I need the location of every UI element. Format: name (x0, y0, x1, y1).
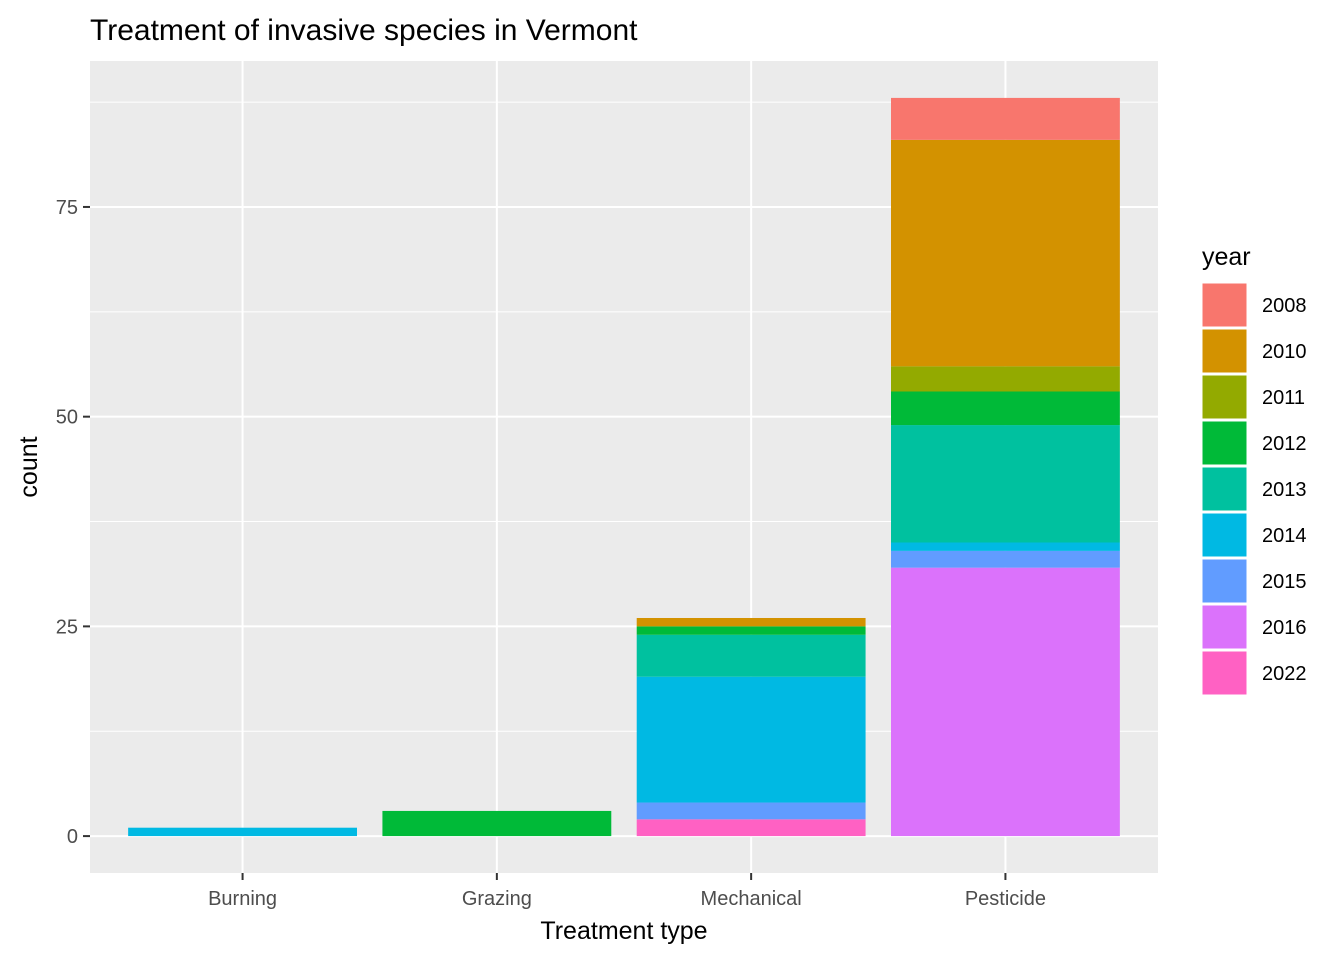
bar-segment-mechanical-2015 (636, 802, 866, 820)
legend-key-2008 (1201, 282, 1248, 328)
x-axis-title: Treatment type (540, 917, 707, 945)
legend-label-2015: 2015 (1262, 571, 1307, 593)
bar-segment-pesticide-2016 (891, 567, 1120, 837)
legend-label-2016: 2016 (1262, 617, 1307, 639)
bar-segment-grazing-2012 (382, 810, 612, 837)
x-tick-label: Pesticide (965, 888, 1046, 910)
y-tick-label: 50 (56, 407, 78, 429)
bar-stacks (128, 97, 1120, 837)
bar-segment-mechanical-2013 (636, 634, 866, 677)
bar-segment-pesticide-2013 (891, 425, 1120, 543)
bar-segment-pesticide-2014 (891, 542, 1120, 551)
y-tick-label: 75 (56, 197, 78, 219)
legend-title: year (1202, 243, 1251, 271)
bar-segment-pesticide-2008 (891, 97, 1120, 140)
legend-key-2013 (1201, 466, 1248, 512)
legend-key-2015 (1201, 558, 1248, 604)
bar-segment-pesticide-2011 (891, 366, 1120, 392)
bar-segment-pesticide-2012 (891, 391, 1120, 426)
legend-label-2008: 2008 (1262, 295, 1307, 317)
y-axis-title: count (15, 436, 43, 497)
x-tick-label: Mechanical (701, 888, 802, 910)
legend-label-2014: 2014 (1262, 525, 1307, 547)
y-tick-label: 0 (67, 826, 78, 848)
legend-key-2011 (1201, 374, 1248, 420)
bar-segment-mechanical-2012 (636, 626, 866, 635)
legend-key-2022 (1201, 650, 1248, 696)
bar-segment-mechanical-2010 (636, 617, 866, 627)
bar-segment-burning-2014 (128, 827, 357, 837)
legend-label-2022: 2022 (1262, 663, 1307, 685)
bar-segment-mechanical-2022 (636, 819, 866, 837)
y-axis: 0 25 50 75 (56, 197, 90, 848)
bar-segment-pesticide-2010 (891, 139, 1120, 367)
legend: year 2008 2010 2011 2012 2013 2014 2015 2016 202… (1201, 243, 1307, 696)
x-tick-label: Grazing (462, 888, 532, 910)
legend-label-2010: 2010 (1262, 341, 1307, 363)
legend-key-2012 (1201, 420, 1248, 466)
legend-key-2010 (1201, 328, 1248, 374)
legend-key-2016 (1201, 604, 1248, 650)
bar-segment-mechanical-2014 (636, 676, 866, 803)
x-tick-label: Burning (208, 888, 277, 910)
bar-segment-pesticide-2015 (891, 550, 1120, 568)
y-tick-label: 25 (56, 616, 78, 638)
legend-label-2012: 2012 (1262, 433, 1307, 455)
legend-label-2011: 2011 (1262, 387, 1305, 409)
chart-title: Treatment of invasive species in Vermont (90, 14, 638, 47)
x-axis: Burning Grazing Mechanical Pesticide (208, 873, 1046, 910)
legend-key-2014 (1201, 512, 1248, 558)
legend-label-2013: 2013 (1262, 479, 1307, 501)
